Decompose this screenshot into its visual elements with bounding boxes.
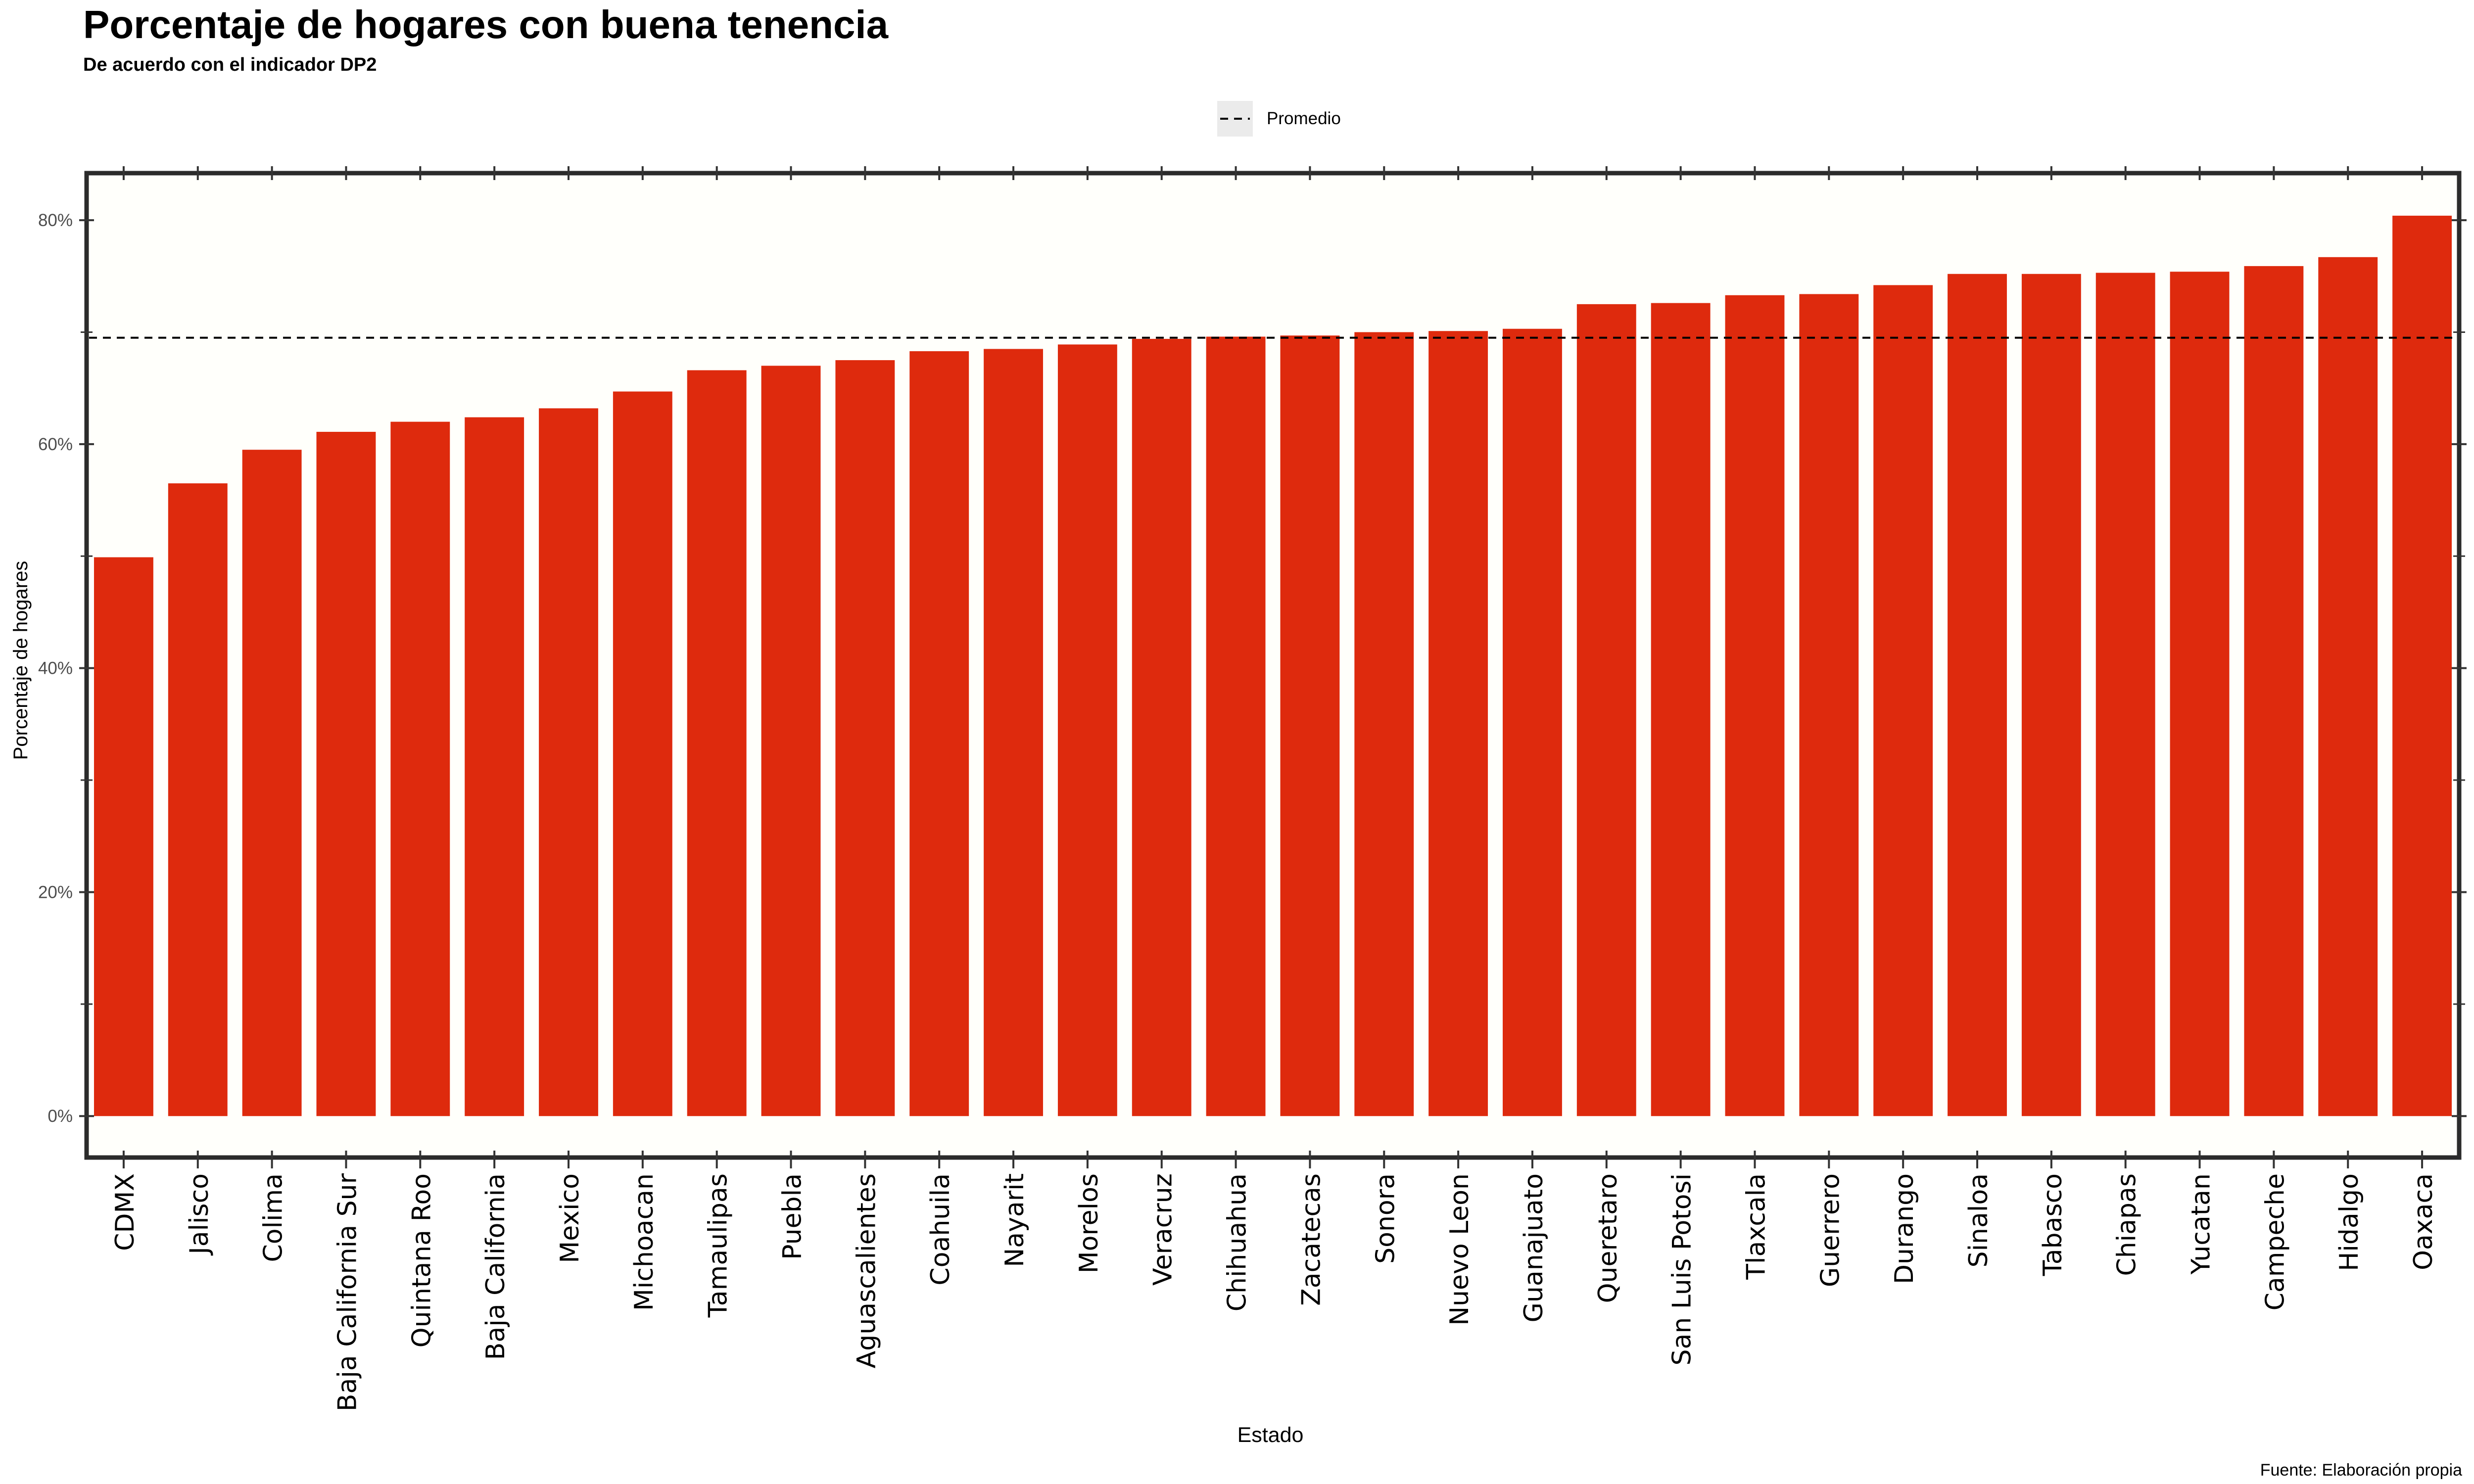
bar-cdmx [94, 557, 153, 1116]
y-axis-title: Porcentaje de hogares [10, 561, 32, 760]
x-tick-label: Tabasco [2038, 1173, 2068, 1276]
bar-chiapas [2095, 273, 2155, 1116]
bar-yucatan [2170, 272, 2230, 1116]
legend-label: Promedio [1267, 109, 1341, 128]
x-tick-label: Colima [259, 1173, 288, 1262]
bar-mexico [539, 408, 598, 1116]
y-tick-label: 40% [38, 659, 73, 678]
x-tick-label: San Luis Potosi [1667, 1173, 1697, 1366]
x-tick-label: Michoacan [629, 1173, 659, 1311]
bar-puebla [761, 366, 821, 1116]
x-tick-label: Durango [1890, 1173, 1919, 1284]
bar-jalisco [168, 483, 228, 1116]
x-tick-label: Veracruz [1148, 1173, 1178, 1286]
x-tick-label: Morelos [1074, 1173, 1104, 1273]
bar-sonora [1354, 332, 1414, 1116]
bar-nayarit [984, 349, 1043, 1116]
bar-san-luis-potosi [1651, 303, 1711, 1116]
x-tick-label: Coahuila [926, 1173, 955, 1286]
x-axis-title: Estado [1237, 1423, 1304, 1447]
bar-queretaro [1576, 304, 1636, 1116]
bar-sinaloa [1948, 274, 2007, 1116]
bar-baja-california-sur [316, 431, 376, 1116]
y-tick-label: 20% [38, 882, 73, 902]
x-tick-label: Baja California Sur [333, 1173, 362, 1411]
x-tick-label: Guerrero [1815, 1173, 1845, 1287]
x-tick-label: Chihuahua [1223, 1173, 1252, 1311]
x-tick-label: Chiapas [2112, 1173, 2142, 1276]
x-tick-label: CDMX [110, 1173, 140, 1251]
legend: Promedio [1217, 99, 1341, 139]
chart-title: Porcentaje de hogares con buena tenencia [83, 2, 889, 46]
x-tick-label: Zacatecas [1296, 1173, 1326, 1306]
x-tick-label: Baja California [481, 1173, 511, 1360]
bar-michoacan [613, 391, 672, 1116]
x-tick-label: Hidalgo [2334, 1173, 2364, 1271]
x-tick-label: Mexico [555, 1173, 585, 1263]
bar-tabasco [2021, 274, 2081, 1116]
y-tick-label: 0% [48, 1107, 73, 1126]
x-tick-label: Queretaro [1593, 1173, 1623, 1303]
bar-nuevo-leon [1428, 331, 1488, 1116]
x-tick-label: Guanajuato [1519, 1173, 1549, 1322]
bar-veracruz [1132, 339, 1191, 1116]
bar-zacatecas [1280, 335, 1340, 1116]
y-tick-label: 80% [38, 211, 73, 230]
y-tick-label: 60% [38, 435, 73, 454]
x-tick-label: Nuevo Leon [1445, 1173, 1475, 1326]
bar-quintana-roo [390, 421, 450, 1116]
x-tick-label: Quintana Roo [407, 1173, 436, 1347]
x-tick-label: Sonora [1371, 1173, 1400, 1264]
bar-tlaxcala [1725, 295, 1785, 1116]
chart-subtitle: De acuerdo con el indicador DP2 [83, 54, 377, 75]
bar-baja-california [465, 417, 524, 1116]
bar-morelos [1057, 344, 1117, 1116]
x-tick-label: Sinaloa [1964, 1173, 1994, 1267]
legend-key-dashed-line [1217, 101, 1253, 137]
x-tick-label: Tamaulipas [704, 1173, 733, 1318]
bar-guerrero [1799, 294, 1859, 1116]
x-tick-label: Aguascalientes [852, 1173, 881, 1368]
bar-aguascalientes [835, 360, 895, 1116]
bar-colima [242, 450, 302, 1116]
bar-oaxaca [2392, 216, 2452, 1116]
x-tick-label: Nayarit [1000, 1173, 1030, 1267]
x-tick-label: Jalisco [185, 1173, 214, 1256]
bar-coahuila [909, 351, 969, 1116]
bar-chihuahua [1206, 336, 1266, 1116]
x-tick-label: Puebla [778, 1173, 808, 1260]
bar-tamaulipas [687, 370, 747, 1116]
bar-campeche [2244, 266, 2304, 1116]
bar-hidalgo [2318, 257, 2378, 1116]
bar-guanajuato [1503, 328, 1562, 1116]
x-tick-label: Oaxaca [2409, 1173, 2438, 1270]
x-tick-label: Campeche [2260, 1173, 2290, 1310]
x-tick-label: Tlaxcala [1741, 1173, 1771, 1280]
x-tick-label: Yucatan [2187, 1173, 2216, 1275]
bar-durango [1873, 285, 1933, 1116]
chart-caption: Fuente: Elaboración propia [2260, 1461, 2462, 1480]
